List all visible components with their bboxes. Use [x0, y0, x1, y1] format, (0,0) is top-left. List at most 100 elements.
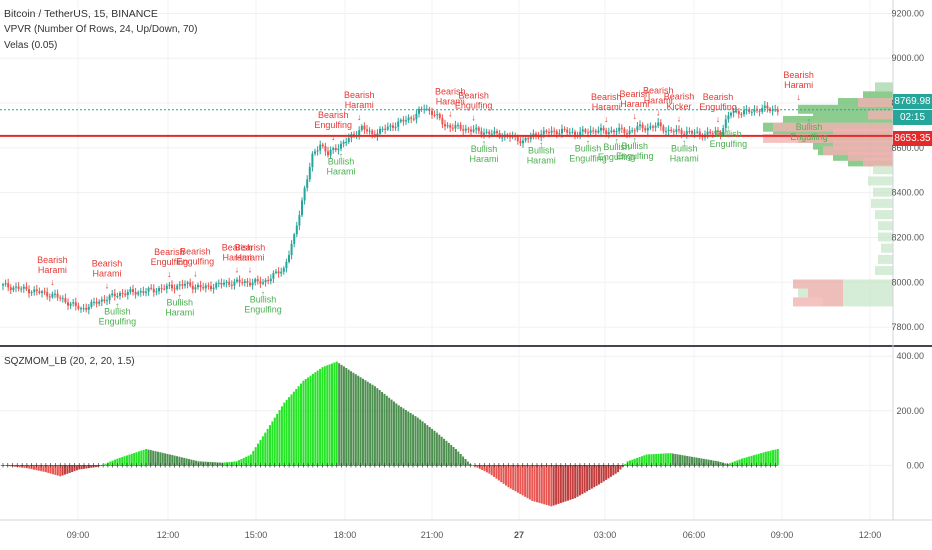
candle: [103, 299, 106, 302]
volume-profile-bar-down: [833, 128, 893, 138]
oscillator-title[interactable]: SQZMOM_LB (20, 2, 20, 1.5): [4, 356, 135, 367]
squeeze-dot-icon: +: [716, 460, 721, 470]
candle: [441, 118, 444, 125]
pattern-label-text: Bearish: [703, 92, 734, 102]
candle: [662, 126, 665, 132]
pattern-arrow-icon: ↑: [807, 116, 812, 126]
candle: [415, 113, 418, 120]
squeeze-dot-icon: +: [720, 460, 725, 470]
candle: [558, 133, 561, 135]
candle: [467, 128, 470, 130]
candle: [776, 109, 779, 112]
candle: [12, 287, 15, 291]
candle: [30, 292, 33, 294]
candle: [256, 279, 259, 282]
squeeze-dot-icon: +: [658, 460, 663, 470]
pattern-label-text: Bullish: [528, 146, 555, 156]
pattern-arrow-icon: ↓: [716, 114, 721, 124]
candle: [254, 279, 257, 283]
pattern-label-text: Engulfing: [598, 152, 636, 162]
candle: [462, 129, 465, 131]
squeeze-dot-icon: +: [449, 460, 454, 470]
pattern-label-text: Bullish: [796, 122, 823, 132]
candle: [280, 271, 283, 274]
candle: [639, 124, 641, 127]
squeeze-dot-icon: +: [630, 460, 635, 470]
time-axis-label: 09:00: [771, 530, 794, 540]
squeeze-dot-icon: +: [749, 460, 754, 470]
squeeze-dot-icon: +: [372, 460, 377, 470]
candle: [288, 255, 290, 262]
candle: [688, 131, 691, 133]
candle: [186, 282, 189, 284]
candle: [368, 130, 371, 132]
price-axis-label: 8600.00: [891, 143, 924, 153]
candle: [698, 131, 701, 136]
pattern-arrow-icon: ↑: [726, 123, 731, 133]
candle: [683, 133, 686, 135]
squeeze-dot-icon: +: [162, 460, 167, 470]
squeeze-dot-icon: +: [706, 460, 711, 470]
candle: [178, 284, 181, 286]
pattern-label-text: Harami: [436, 96, 465, 106]
squeeze-dot-icon: +: [48, 460, 53, 470]
candle: [597, 130, 600, 133]
squeeze-dot-icon: +: [396, 460, 401, 470]
last-price-tag: 8769.98: [893, 94, 932, 109]
candle: [269, 278, 272, 282]
squeeze-dot-icon: +: [654, 460, 659, 470]
candle: [290, 243, 293, 256]
candle: [202, 287, 205, 289]
squeeze-dot-icon: +: [606, 460, 611, 470]
candle: [249, 282, 251, 286]
candle: [121, 292, 124, 294]
squeeze-dot-icon: +: [496, 460, 501, 470]
squeeze-dot-icon: +: [291, 460, 296, 470]
pattern-label-text: Engulfing: [99, 316, 137, 326]
squeeze-dot-icon: +: [596, 460, 601, 470]
candle: [332, 148, 335, 150]
pattern-label-text: Bearish: [591, 92, 622, 102]
candle: [685, 131, 688, 135]
candle: [85, 307, 88, 310]
squeeze-dot-icon: +: [339, 460, 344, 470]
indicator-velas[interactable]: Velas (0.05): [4, 40, 58, 51]
squeeze-dot-icon: +: [29, 460, 34, 470]
squeeze-dot-icon: +: [696, 460, 701, 470]
squeeze-dot-icon: +: [420, 460, 425, 470]
squeeze-dot-icon: +: [191, 460, 196, 470]
candle: [581, 129, 584, 132]
pattern-arrow-icon: ↓: [656, 107, 661, 117]
squeeze-dot-icon: +: [725, 460, 730, 470]
squeeze-dot-icon: +: [639, 460, 644, 470]
candle: [191, 285, 194, 290]
pattern-label-text: Harami: [38, 265, 67, 275]
squeeze-dot-icon: +: [220, 460, 225, 470]
candle: [587, 132, 589, 134]
pattern-arrow-icon: ↓: [167, 269, 172, 279]
squeeze-dot-icon: +: [692, 460, 697, 470]
candle: [215, 283, 218, 288]
squeeze-dot-icon: +: [482, 460, 487, 470]
candle: [706, 131, 709, 135]
squeeze-dot-icon: +: [520, 460, 525, 470]
pattern-label-text: Engulfing: [790, 132, 828, 142]
pattern-arrow-icon: ↓: [357, 112, 362, 122]
candle: [431, 110, 433, 116]
candle: [592, 130, 595, 132]
candle: [298, 215, 301, 226]
candle: [605, 130, 608, 135]
candle: [618, 127, 621, 132]
indicator-vpvr[interactable]: VPVR (Number Of Rows, 24, Up/Down, 70): [4, 24, 198, 35]
candle: [360, 125, 363, 131]
squeeze-dot-icon: +: [234, 460, 239, 470]
volume-profile-bar: [798, 104, 893, 114]
candle: [386, 126, 389, 130]
candle: [267, 280, 270, 282]
pattern-label-text: Engulfing: [455, 100, 493, 110]
candle: [748, 109, 751, 113]
volume-profile-bar-down: [773, 122, 893, 132]
